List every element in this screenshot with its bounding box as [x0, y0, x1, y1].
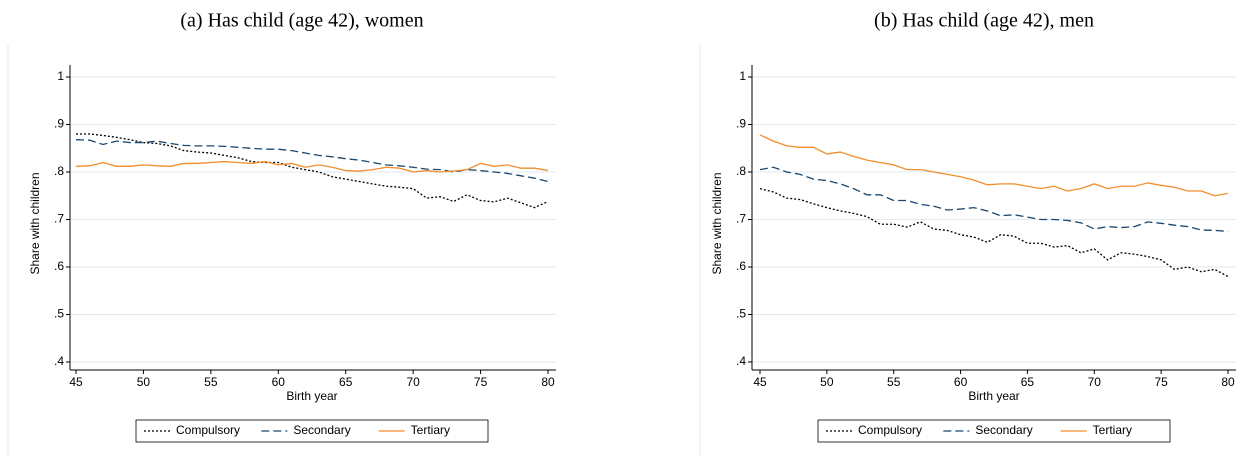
y-tick-label: .9: [54, 117, 64, 131]
series-line: [76, 133, 549, 209]
y-tick-label: .4: [736, 354, 746, 368]
legend-box: [135, 419, 489, 443]
x-tick-label: 55: [204, 375, 218, 389]
x-tick-label: 75: [1154, 375, 1168, 389]
chart-panel: (b) Has child (age 42), men .4 .5 .6 .7 .8 .9 1…: [699, 10, 1236, 456]
series-line: [759, 166, 1229, 233]
y-tick-label: .9: [736, 117, 746, 131]
y-tick-label: 1: [739, 69, 746, 83]
x-tick-label: 65: [339, 375, 353, 389]
series-line: [75, 139, 549, 183]
x-tick-label: 65: [1021, 375, 1035, 389]
x-axis-label: Birth year: [286, 389, 337, 403]
x-tick-label: 70: [406, 375, 420, 389]
x-tick-label: 55: [887, 375, 901, 389]
y-tick-label: .8: [54, 164, 64, 178]
y-tick-label: .6: [54, 259, 64, 273]
chart-title: (a) Has child (age 42), women: [180, 10, 423, 32]
legend-label: Tertiary: [411, 423, 450, 437]
x-tick-label: 60: [954, 375, 968, 389]
chart-title: (b) Has child (age 42), men: [874, 10, 1094, 32]
y-tick-label: .8: [736, 164, 746, 178]
x-axis-label: Birth year: [968, 389, 1019, 403]
series-line: [75, 160, 549, 173]
series-line: [759, 187, 1229, 278]
x-tick-label: 80: [1221, 375, 1235, 389]
legend-label: Secondary: [975, 423, 1032, 437]
legend-box: [817, 419, 1171, 443]
y-tick-label: .7: [54, 212, 64, 226]
y-tick-label: .7: [736, 212, 746, 226]
x-tick-label: 75: [474, 375, 488, 389]
y-axis-label: Share with children: [710, 172, 724, 274]
x-tick-label: 60: [272, 375, 286, 389]
y-axis-label: Share with children: [28, 172, 42, 274]
legend-label: Tertiary: [1093, 423, 1132, 437]
x-tick-label: 45: [69, 375, 83, 389]
x-tick-label: 80: [541, 375, 555, 389]
legend-label: Compulsory: [176, 423, 240, 437]
legend-label: Compulsory: [858, 423, 922, 437]
y-tick-label: .5: [736, 307, 746, 321]
x-tick-label: 50: [137, 375, 151, 389]
y-tick-label: 1: [57, 69, 64, 83]
x-tick-label: 50: [820, 375, 834, 389]
legend-label: Secondary: [293, 423, 350, 437]
y-tick-label: .4: [54, 354, 64, 368]
chart-panel: (a) Has child (age 42), women .4 .5 .6 .7 .8.…: [7, 10, 556, 456]
y-tick-label: .6: [736, 259, 746, 273]
x-tick-label: 45: [753, 375, 767, 389]
y-tick-label: .5: [54, 307, 64, 321]
x-tick-label: 70: [1088, 375, 1102, 389]
series-line: [759, 134, 1229, 197]
